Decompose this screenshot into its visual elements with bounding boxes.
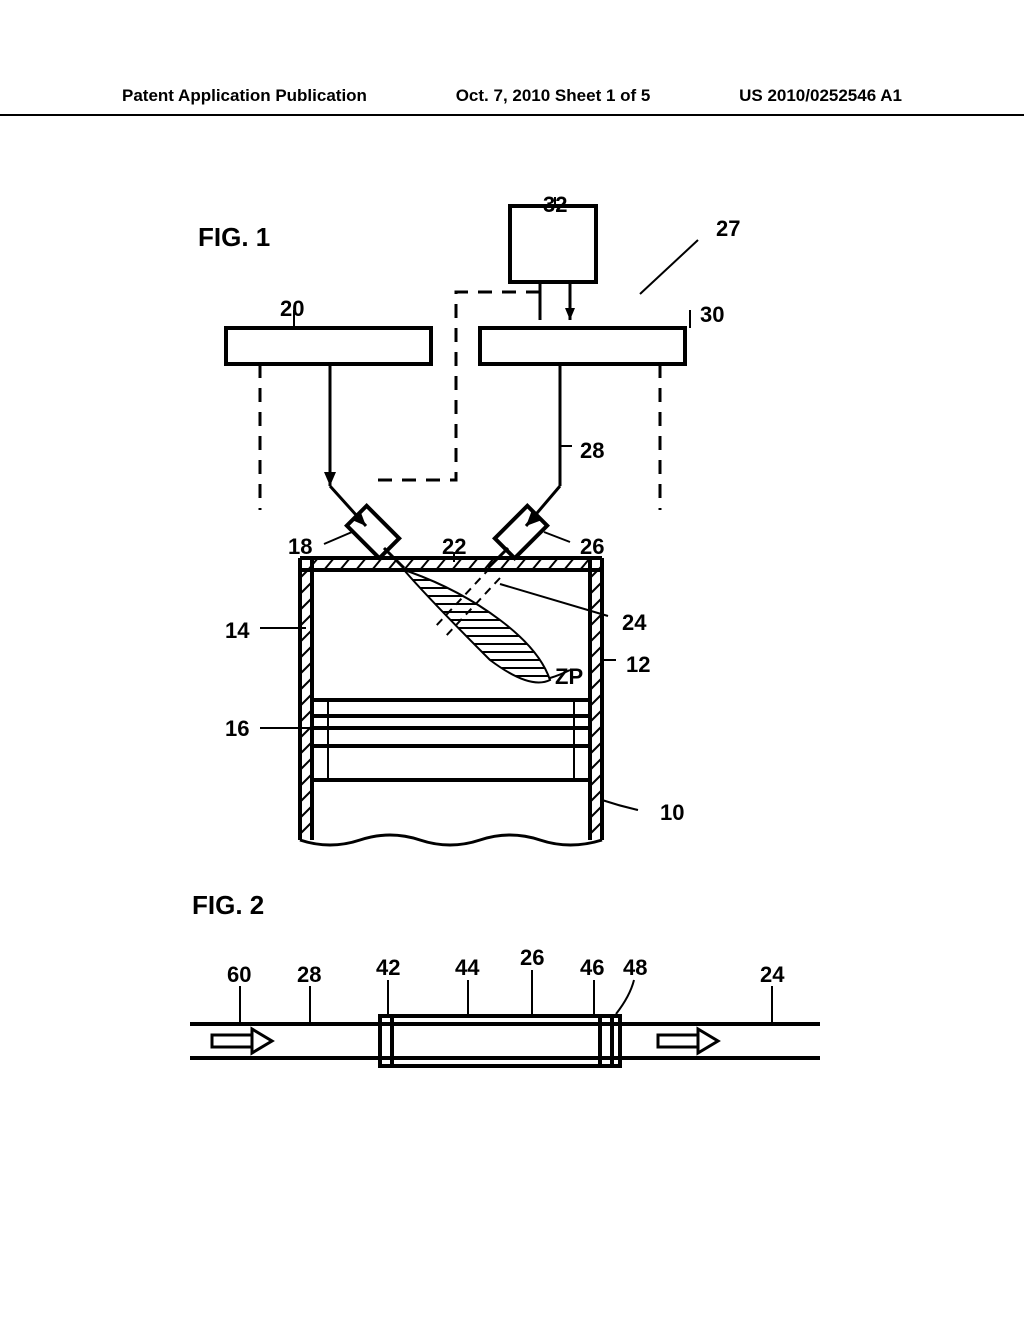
- arrow-left: [212, 1029, 272, 1053]
- callout-24b: 24: [760, 962, 784, 988]
- callout-44: 44: [455, 955, 479, 981]
- piston-16: [312, 700, 590, 780]
- callout-22: 22: [442, 534, 466, 560]
- callout-18: 18: [288, 534, 312, 560]
- header-right: US 2010/0252546 A1: [739, 86, 902, 106]
- page-header: Patent Application Publication Oct. 7, 2…: [0, 86, 1024, 116]
- callout-26b: 26: [520, 945, 544, 971]
- arrow-right: [658, 1029, 718, 1053]
- callout-28b: 28: [297, 962, 321, 988]
- spray-plume: [390, 570, 560, 684]
- fig1-drawing: [200, 180, 760, 865]
- callout-26: 26: [580, 534, 604, 560]
- callout-48: 48: [623, 955, 647, 981]
- callout-14: 14: [225, 618, 249, 644]
- callout-12: 12: [626, 652, 650, 678]
- callout-60: 60: [227, 962, 251, 988]
- callout-32: 32: [543, 192, 567, 218]
- callout-24: 24: [622, 610, 646, 636]
- header-inner: Patent Application Publication Oct. 7, 2…: [122, 86, 902, 112]
- block-30: [480, 328, 685, 364]
- fig2-drawing: [180, 940, 840, 1115]
- callout-28: 28: [580, 438, 604, 464]
- callout-46: 46: [580, 955, 604, 981]
- header-center: Oct. 7, 2010 Sheet 1 of 5: [456, 86, 651, 106]
- callout-10: 10: [660, 800, 684, 826]
- block-20: [226, 328, 431, 364]
- fig2-label: FIG. 2: [192, 890, 264, 921]
- callout-27: 27: [716, 216, 740, 242]
- callout-20: 20: [280, 296, 304, 322]
- callout-zp: ZP: [555, 664, 583, 690]
- callout-30: 30: [700, 302, 724, 328]
- callout-42: 42: [376, 955, 400, 981]
- header-left: Patent Application Publication: [122, 86, 367, 106]
- callout-16: 16: [225, 716, 249, 742]
